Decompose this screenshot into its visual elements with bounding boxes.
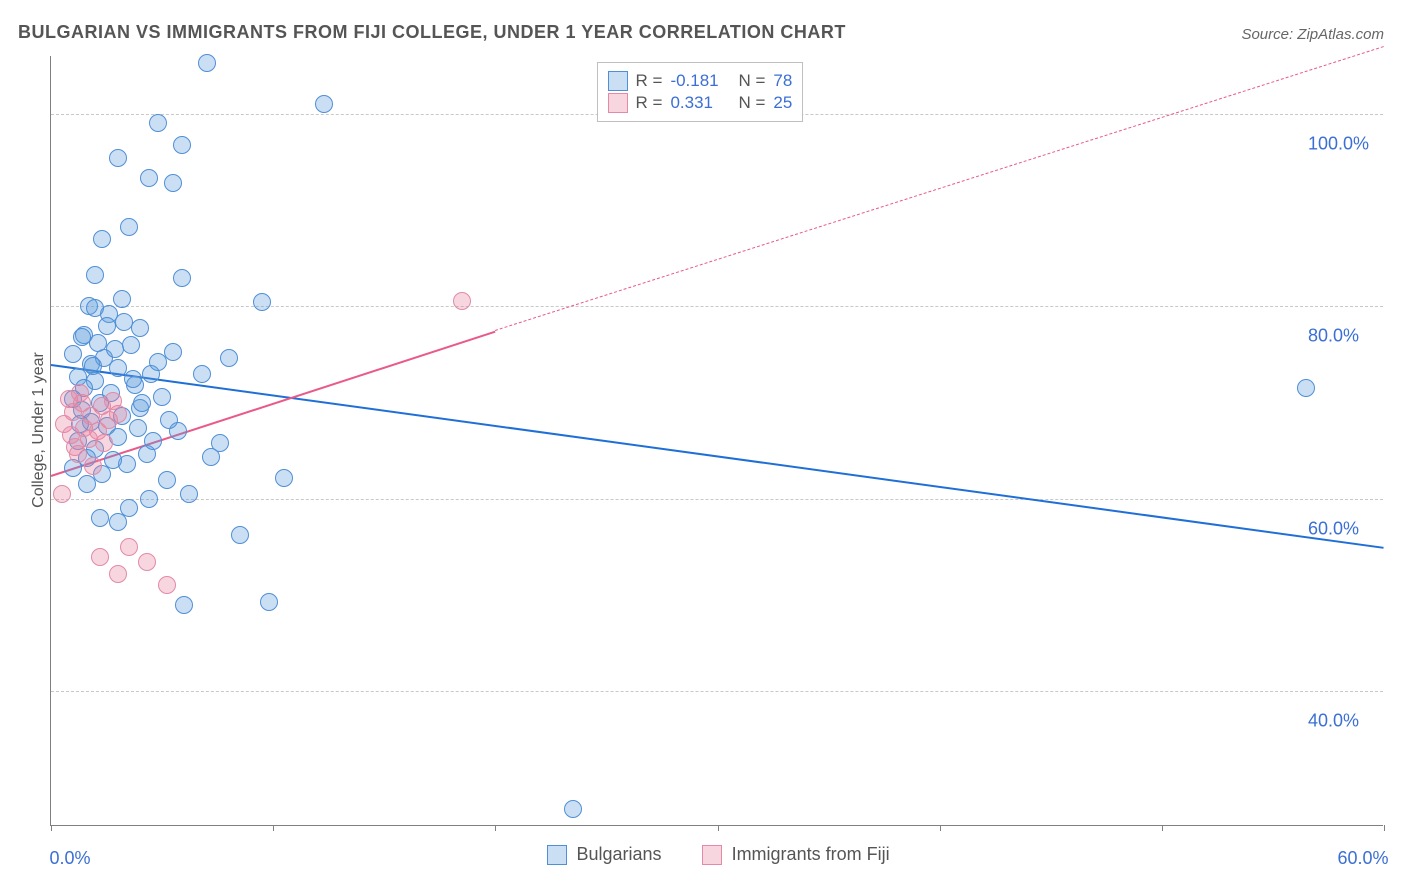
data-point-bulgarians — [202, 448, 220, 466]
data-point-bulgarians — [109, 149, 127, 167]
data-point-bulgarians — [140, 169, 158, 187]
data-point-bulgarians — [78, 475, 96, 493]
data-point-bulgarians — [153, 388, 171, 406]
data-point-bulgarians — [164, 343, 182, 361]
data-point-bulgarians — [104, 451, 122, 469]
legend-swatch — [547, 845, 567, 865]
data-point-fiji — [95, 434, 113, 452]
y-axis-title: College, Under 1 year — [30, 352, 48, 508]
data-point-bulgarians — [64, 345, 82, 363]
legend-swatch — [608, 71, 628, 91]
data-point-bulgarians — [93, 230, 111, 248]
source-label: Source: ZipAtlas.com — [1241, 26, 1384, 43]
data-point-bulgarians — [120, 499, 138, 517]
x-tick — [1384, 825, 1385, 831]
gridline — [51, 499, 1383, 500]
data-point-bulgarians — [193, 365, 211, 383]
data-point-bulgarians — [158, 471, 176, 489]
gridline — [51, 306, 1383, 307]
plot-area — [50, 56, 1383, 826]
y-tick-label: 100.0% — [1308, 133, 1369, 154]
legend-series-label: Immigrants from Fiji — [732, 844, 890, 865]
data-point-bulgarians — [140, 490, 158, 508]
data-point-bulgarians — [164, 174, 182, 192]
data-point-bulgarians — [133, 394, 151, 412]
x-tick — [718, 825, 719, 831]
data-point-bulgarians — [109, 359, 127, 377]
chart-title: BULGARIAN VS IMMIGRANTS FROM FIJI COLLEG… — [18, 22, 846, 43]
x-tick — [273, 825, 274, 831]
legend-r-value: 0.331 — [670, 93, 730, 113]
x-tick — [51, 825, 52, 831]
data-point-bulgarians — [113, 290, 131, 308]
data-point-fiji — [53, 485, 71, 503]
data-point-fiji — [158, 576, 176, 594]
data-point-fiji — [69, 445, 87, 463]
y-tick-label: 60.0% — [1308, 518, 1359, 539]
data-point-bulgarians — [120, 218, 138, 236]
data-point-fiji — [91, 548, 109, 566]
data-point-bulgarians — [173, 269, 191, 287]
legend-n-label: N = — [738, 71, 765, 91]
data-point-bulgarians — [173, 136, 191, 154]
x-tick-label: 60.0% — [1337, 848, 1388, 869]
x-tick — [940, 825, 941, 831]
data-point-bulgarians — [180, 485, 198, 503]
data-point-bulgarians — [86, 266, 104, 284]
data-point-fiji — [120, 538, 138, 556]
data-point-bulgarians — [122, 336, 140, 354]
data-point-fiji — [109, 565, 127, 583]
data-point-bulgarians — [91, 509, 109, 527]
stats-legend: R = -0.181 N = 78 R = 0.331 N = 25 — [597, 62, 804, 122]
y-tick-label: 40.0% — [1308, 711, 1359, 732]
data-point-bulgarians — [84, 357, 102, 375]
x-tick-label: 0.0% — [49, 848, 90, 869]
data-point-bulgarians — [160, 411, 178, 429]
data-point-bulgarians — [131, 319, 149, 337]
data-point-fiji — [71, 384, 89, 402]
data-point-bulgarians — [260, 593, 278, 611]
data-point-bulgarians — [198, 54, 216, 72]
data-point-bulgarians — [149, 114, 167, 132]
data-point-bulgarians — [315, 95, 333, 113]
gridline — [51, 691, 1383, 692]
data-point-bulgarians — [106, 340, 124, 358]
data-point-fiji — [138, 553, 156, 571]
data-point-bulgarians — [98, 317, 116, 335]
data-point-bulgarians — [275, 469, 293, 487]
data-point-bulgarians — [73, 328, 91, 346]
stats-legend-row: R = 0.331 N = 25 — [608, 93, 793, 113]
x-tick — [495, 825, 496, 831]
trend-line-bulgarians — [51, 364, 1384, 549]
data-point-fiji — [104, 392, 122, 410]
legend-n-value: 78 — [773, 71, 792, 91]
x-tick — [1162, 825, 1163, 831]
data-point-bulgarians — [231, 526, 249, 544]
legend-r-label: R = — [636, 93, 663, 113]
legend-swatch — [608, 93, 628, 113]
legend-n-value: 25 — [773, 93, 792, 113]
y-tick-label: 80.0% — [1308, 326, 1359, 347]
data-point-bulgarians — [144, 432, 162, 450]
data-point-bulgarians — [253, 293, 271, 311]
data-point-bulgarians — [124, 370, 142, 388]
data-point-bulgarians — [564, 800, 582, 818]
data-point-bulgarians — [129, 419, 147, 437]
data-point-bulgarians — [1297, 379, 1315, 397]
data-point-fiji — [84, 457, 102, 475]
data-point-bulgarians — [220, 349, 238, 367]
data-point-bulgarians — [175, 596, 193, 614]
legend-r-label: R = — [636, 71, 663, 91]
series-legend: Bulgarians Immigrants from Fiji — [547, 844, 920, 865]
legend-series-label: Bulgarians — [577, 844, 662, 865]
legend-n-label: N = — [738, 93, 765, 113]
data-point-bulgarians — [86, 299, 104, 317]
legend-r-value: -0.181 — [670, 71, 730, 91]
data-point-bulgarians — [149, 353, 167, 371]
stats-legend-row: R = -0.181 N = 78 — [608, 71, 793, 91]
data-point-fiji — [453, 292, 471, 310]
legend-swatch — [702, 845, 722, 865]
